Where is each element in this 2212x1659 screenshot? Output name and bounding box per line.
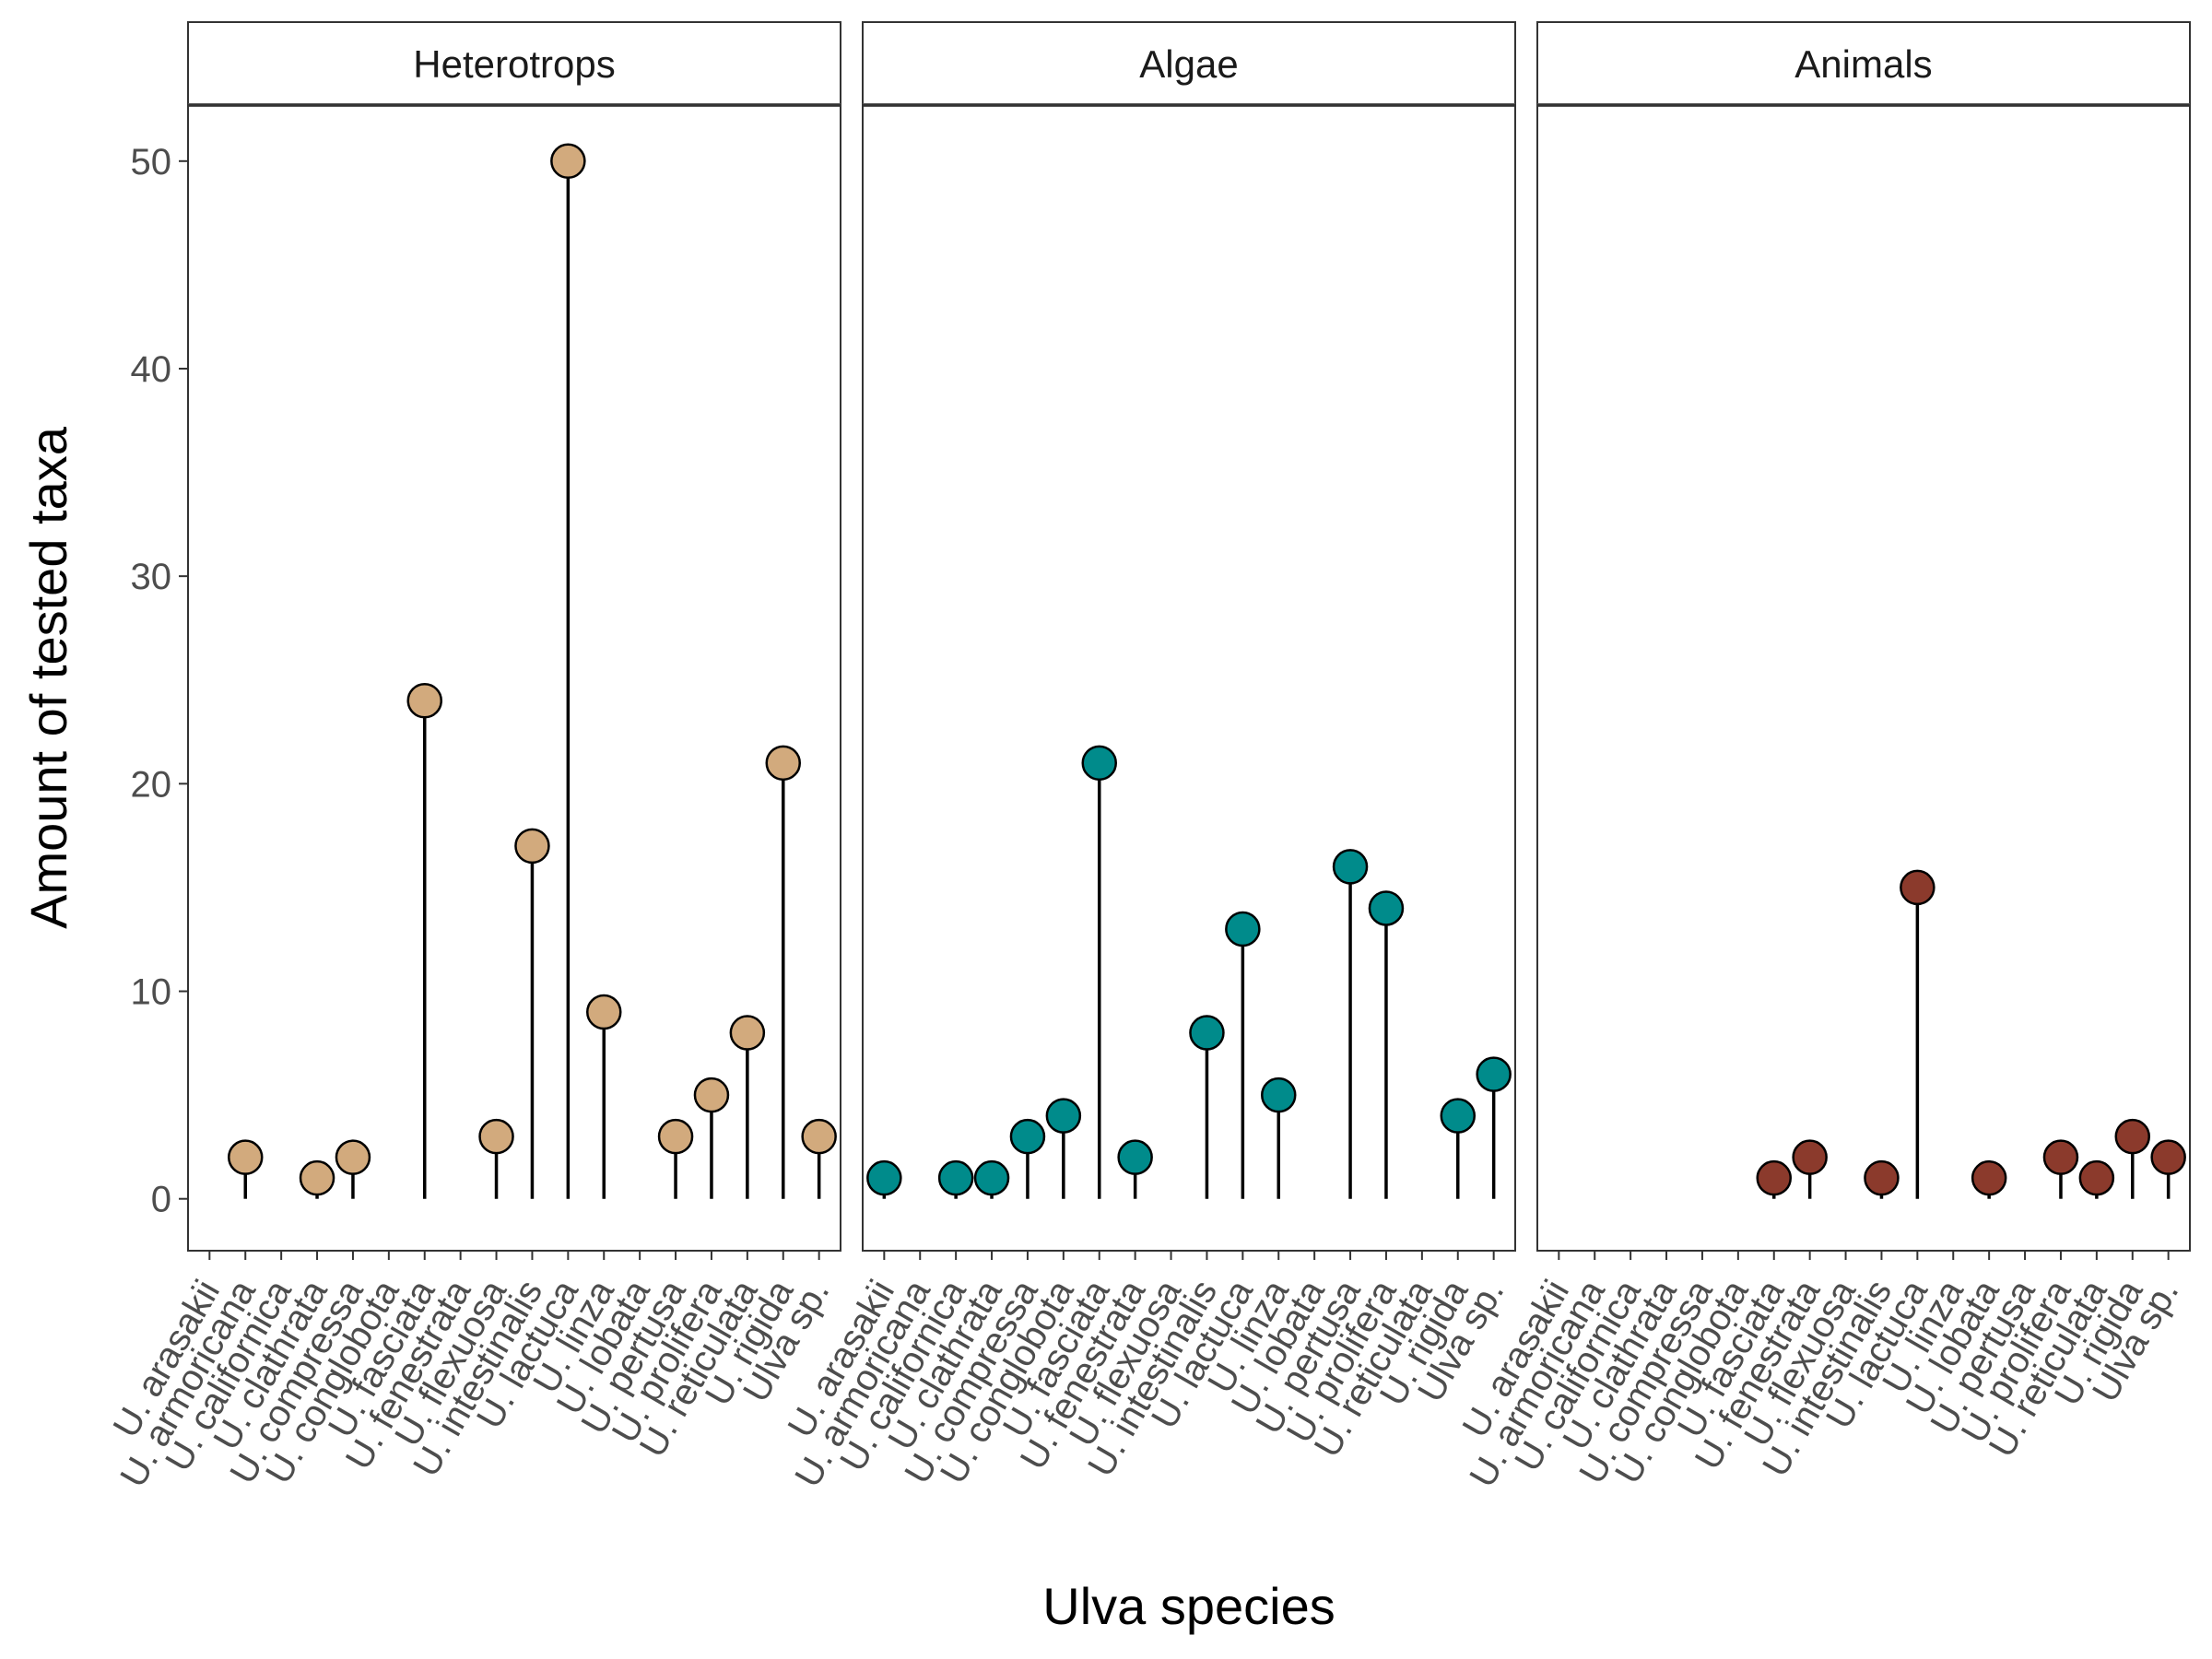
strip-header xyxy=(187,21,841,106)
lollipop-point-u-rigida xyxy=(1440,1098,1477,1134)
lollipop-point-u-flexuosa xyxy=(478,1118,514,1155)
x-axis-title: Ulva species xyxy=(1042,1577,1335,1635)
lollipop-point-u-lobata xyxy=(1971,1159,2007,1196)
lollipop-point-u-californica xyxy=(937,1159,974,1196)
lollipop-point-u-rigida xyxy=(2114,1118,2151,1155)
panel-border xyxy=(1536,104,2191,1252)
lollipop-point-u-prolifera xyxy=(2042,1139,2079,1175)
panel-border xyxy=(862,104,1516,1252)
lollipop-point-u-prolifera xyxy=(1368,890,1405,926)
y-axis-title: Amount of tested taxa xyxy=(19,426,77,929)
strip-label: Animals xyxy=(1794,42,1932,86)
lollipop-point-u-intestinalis xyxy=(1189,1015,1225,1051)
lollipop-point-u-rigida xyxy=(765,745,802,782)
lollipop-point-u-intestinalis xyxy=(1864,1159,1900,1196)
lollipop-point-ulva-sp xyxy=(801,1118,837,1155)
lollipop-point-u-conglobota xyxy=(1045,1098,1082,1134)
y-tick-label: 50 xyxy=(131,142,172,182)
y-tick-label: 40 xyxy=(131,349,172,390)
lollipop-point-u-linza xyxy=(1261,1077,1297,1113)
lollipop-point-u-pertusa xyxy=(657,1118,694,1155)
lollipop-point-u-lactuca xyxy=(550,143,586,180)
lollipop-point-u-lactuca xyxy=(1225,911,1261,947)
y-axis: 0 10 20 30 40 50 xyxy=(131,142,188,1220)
lollipop-point-u-lactuca xyxy=(1900,869,1936,906)
lollipop-point-u-fasciata xyxy=(1081,745,1117,782)
lollipop-point-u-compressa xyxy=(335,1139,371,1175)
lollipop-point-u-reticulata xyxy=(729,1015,766,1051)
lollipop-point-ulva-sp xyxy=(2150,1139,2186,1175)
lollipop-point-u-pertusa xyxy=(1332,849,1369,885)
lollipop-point-u-fenestrata xyxy=(1117,1139,1153,1175)
y-tick-label: 20 xyxy=(131,764,172,805)
lollipop-point-u-intestinalis xyxy=(514,828,550,865)
y-tick-label: 10 xyxy=(131,972,172,1013)
strip-label: Algae xyxy=(1139,42,1238,86)
lollipop-point-u-fasciata xyxy=(406,683,442,719)
lollipop-point-u-prolifera xyxy=(693,1077,730,1113)
lollipop-point-u-reticulata xyxy=(2078,1159,2115,1196)
lollipop-point-u-fenestrata xyxy=(1792,1139,1828,1175)
lollipop-point-u-armoricana xyxy=(227,1139,264,1175)
strip-header xyxy=(862,21,1516,106)
lollipop-point-ulva-sp xyxy=(1476,1056,1512,1092)
lollipop-point-u-compressa xyxy=(1009,1118,1046,1155)
y-tick-label: 30 xyxy=(131,557,172,597)
y-tick-label: 0 xyxy=(151,1180,171,1220)
lollipop-point-u-arasakii xyxy=(866,1159,902,1196)
lollipop-point-u-linza xyxy=(586,994,622,1030)
lollipop-point-u-fasciata xyxy=(1756,1159,1792,1196)
lollipop-point-u-clathrata xyxy=(299,1159,335,1196)
panel-border xyxy=(187,104,841,1252)
strip-label: Heterotrops xyxy=(413,42,615,86)
lollipop-point-u-clathrata xyxy=(973,1159,1010,1196)
